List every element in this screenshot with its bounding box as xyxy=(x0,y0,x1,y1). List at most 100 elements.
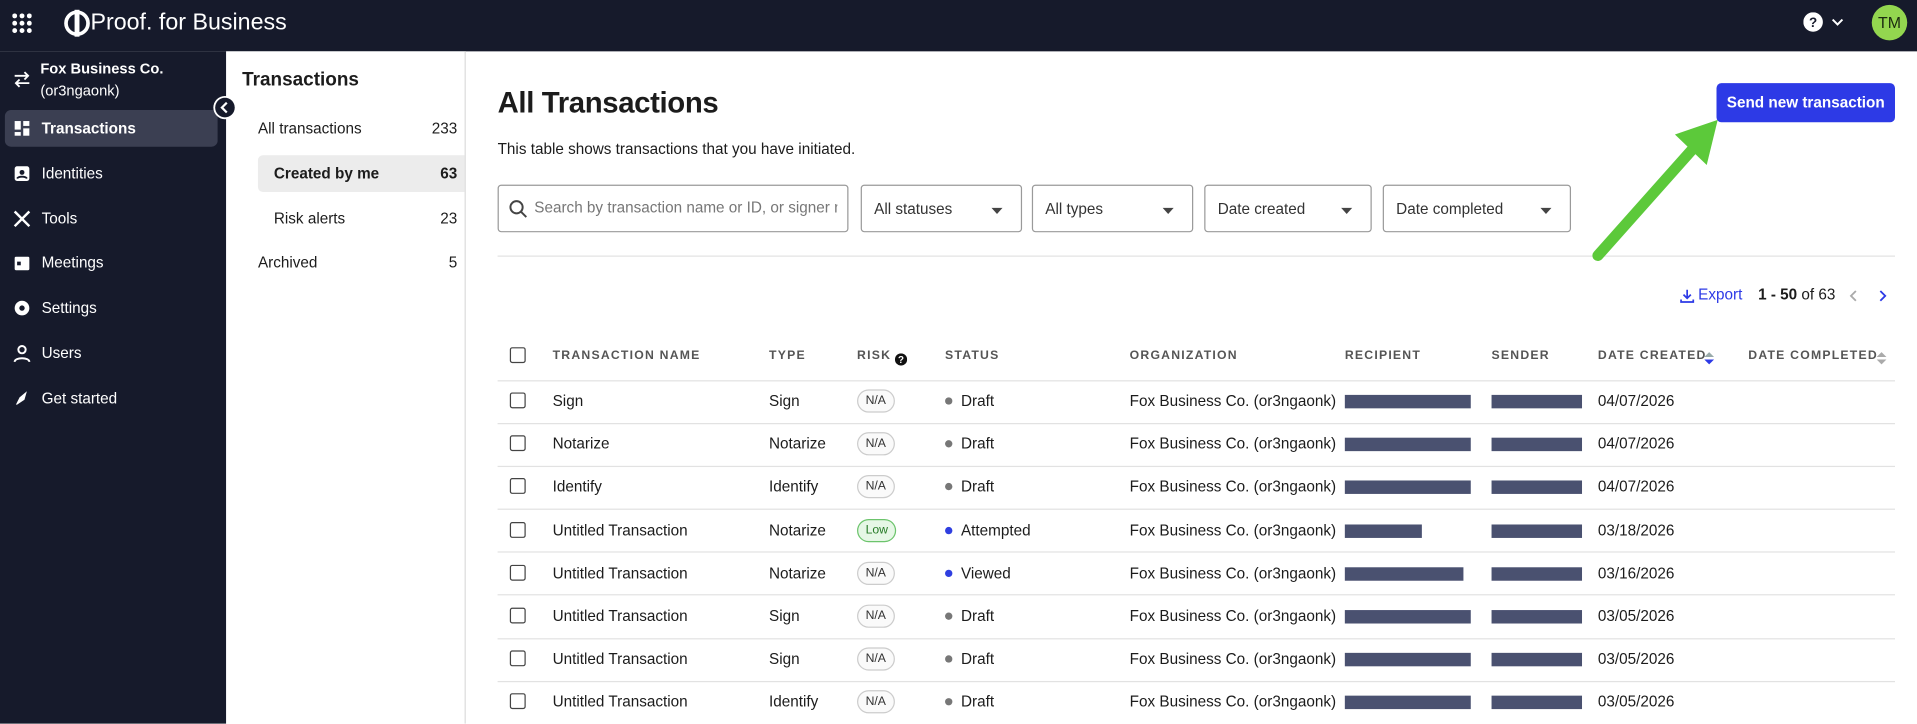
sender-redacted xyxy=(1491,480,1583,495)
transaction-name[interactable]: Untitled Transaction xyxy=(552,564,688,582)
filter-dropdown[interactable]: Date completed xyxy=(1382,184,1572,233)
subnav-count: 5 xyxy=(448,254,458,272)
row-checkbox[interactable] xyxy=(509,521,526,538)
transaction-name[interactable]: Untitled Transaction xyxy=(552,650,688,668)
subnav-item[interactable]: Risk alerts xyxy=(273,209,346,227)
send-button[interactable]: Send new transaction xyxy=(1716,83,1895,123)
subnav-item[interactable]: Created by me xyxy=(273,164,380,182)
row-checkbox[interactable] xyxy=(509,392,526,409)
header-divider xyxy=(497,380,1895,382)
sender-redacted xyxy=(1491,437,1583,452)
search-icon-svg xyxy=(509,200,528,218)
filter-label: All types xyxy=(1045,200,1104,218)
column-header[interactable]: RECIPIENT xyxy=(1344,349,1422,363)
dropdown-caret xyxy=(1538,203,1553,221)
page-description: This table shows transactions that you h… xyxy=(497,140,856,158)
nav-item[interactable]: Users xyxy=(41,344,82,362)
subnav-count: 63 xyxy=(440,164,458,182)
column-header[interactable]: TYPE xyxy=(769,349,806,363)
nav-item[interactable]: Get started xyxy=(41,389,118,407)
risk-badge: N/A xyxy=(857,604,895,628)
nav-item[interactable]: Settings xyxy=(41,299,97,317)
apps-icon[interactable] xyxy=(12,13,32,34)
nav-icon xyxy=(12,299,32,325)
risk-info-icon-svg: ? xyxy=(894,353,908,366)
nav-item[interactable]: Tools xyxy=(41,209,78,227)
search-box[interactable]: Search by transaction name or ID, or sig… xyxy=(497,184,849,233)
date-created: 04/07/2026 xyxy=(1597,392,1675,410)
logo-mark xyxy=(64,9,90,37)
nav-item[interactable]: Transactions xyxy=(41,119,136,137)
avatar[interactable]: TM xyxy=(1871,4,1908,41)
sender-redacted xyxy=(1491,610,1583,624)
page-total: 63 xyxy=(1818,286,1836,304)
dropdown-caret-svg xyxy=(991,207,1003,214)
transaction-type: Sign xyxy=(769,650,800,668)
filter-dropdown[interactable]: All types xyxy=(1031,184,1194,233)
header-checkbox[interactable] xyxy=(509,347,526,364)
nav-icon xyxy=(12,164,32,190)
status: Viewed xyxy=(960,564,1011,582)
organization: Fox Business Co. (or3ngaonk) xyxy=(1129,521,1337,539)
filter-dropdown[interactable]: All statuses xyxy=(860,184,1023,233)
nav-item[interactable]: Identities xyxy=(41,164,103,182)
logo: Proof. for Business xyxy=(90,10,286,37)
help-menu[interactable]: ? xyxy=(1803,12,1847,34)
org-id: (or3ngaonk) xyxy=(40,81,120,100)
row-divider xyxy=(497,551,1895,553)
row-checkbox[interactable] xyxy=(509,478,526,495)
filter-label: Date created xyxy=(1217,200,1306,218)
date-created: 04/07/2026 xyxy=(1597,435,1675,453)
svg-text:?: ? xyxy=(898,355,904,365)
export-link[interactable]: Export xyxy=(1698,286,1743,304)
column-header[interactable]: DATE CREATED xyxy=(1597,349,1707,363)
recipient-redacted xyxy=(1344,610,1471,624)
transaction-name[interactable]: Untitled Transaction xyxy=(552,693,688,711)
status-dot xyxy=(945,526,953,534)
svg-text:?: ? xyxy=(1809,15,1817,30)
transaction-name[interactable]: Untitled Transaction xyxy=(552,521,688,539)
row-checkbox[interactable] xyxy=(509,693,526,710)
row-checkbox[interactable] xyxy=(509,650,526,667)
transaction-type: Identify xyxy=(769,693,819,711)
status: Draft xyxy=(960,693,995,711)
transaction-name[interactable]: Untitled Transaction xyxy=(552,607,688,625)
transaction-name[interactable]: Sign xyxy=(552,392,584,410)
column-header[interactable]: SENDER xyxy=(1491,349,1550,363)
row-divider xyxy=(497,680,1895,682)
status-dot xyxy=(945,569,953,577)
subnav-item[interactable]: Archived xyxy=(257,254,318,272)
column-header[interactable]: STATUS xyxy=(945,349,1000,363)
nav-item[interactable]: Meetings xyxy=(41,254,104,272)
prev-page xyxy=(1846,287,1861,309)
transaction-type: Notarize xyxy=(769,435,826,453)
column-header[interactable]: TRANSACTION NAME xyxy=(552,349,701,363)
column-header[interactable]: DATE COMPLETED xyxy=(1748,349,1878,363)
recipient-redacted xyxy=(1344,653,1471,667)
risk-badge: Low xyxy=(857,518,897,542)
sender-redacted xyxy=(1491,567,1583,581)
status-dot xyxy=(945,698,953,706)
column-header[interactable]: RISK xyxy=(857,349,892,363)
transaction-type: Notarize xyxy=(769,564,826,582)
logo-text: Proof. xyxy=(90,9,153,36)
row-checkbox[interactable] xyxy=(509,607,526,624)
status: Draft xyxy=(960,392,995,410)
subnav-item[interactable]: All transactions xyxy=(257,119,362,137)
filter-dropdown[interactable]: Date created xyxy=(1204,184,1372,233)
row-checkbox[interactable] xyxy=(509,435,526,452)
dropdown-caret xyxy=(1160,203,1175,221)
export-icon xyxy=(1680,287,1695,309)
status-dot xyxy=(945,483,953,491)
nav-icon-svg xyxy=(13,210,31,227)
transaction-name[interactable]: Identify xyxy=(552,478,602,496)
filter-label: All statuses xyxy=(874,200,953,218)
row-divider xyxy=(497,637,1895,639)
row-divider xyxy=(497,508,1895,510)
row-checkbox[interactable] xyxy=(509,564,526,581)
transaction-name[interactable]: Notarize xyxy=(552,435,610,453)
page-title: All Transactions xyxy=(497,86,719,120)
column-header[interactable]: ORGANIZATION xyxy=(1129,349,1238,363)
sender-redacted xyxy=(1491,394,1583,409)
